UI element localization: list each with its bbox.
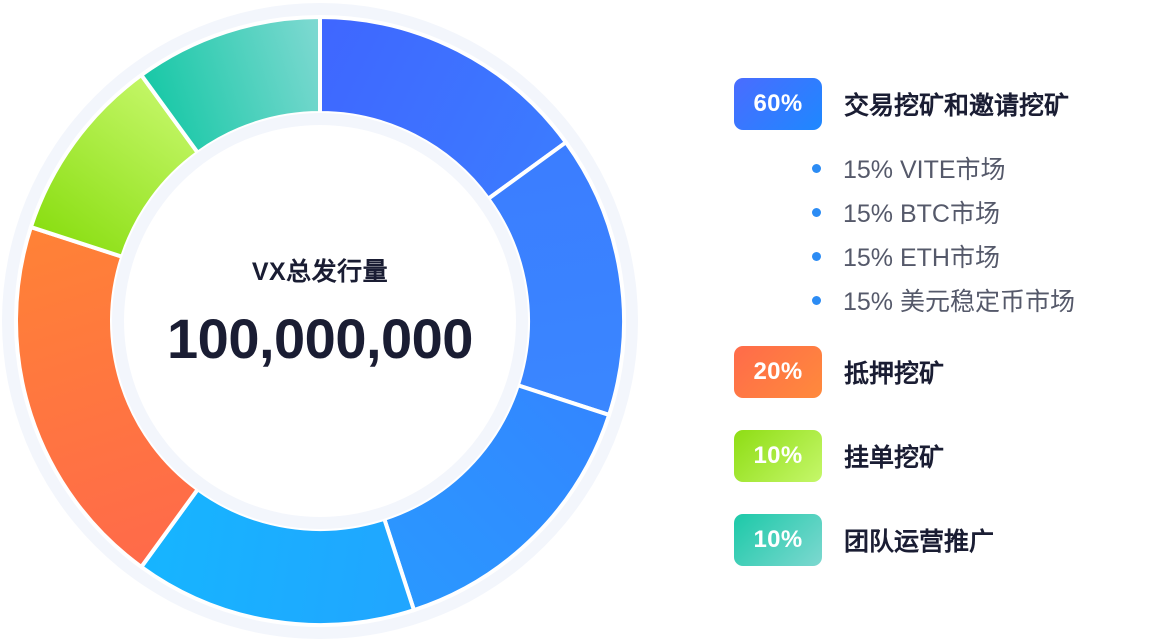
sublist-label-vite: 15% VITE市场 (843, 150, 1006, 186)
sublist-item-usd: 15% 美元稳定币市场 (812, 278, 1075, 322)
sublist-label-usd: 15% 美元稳定币市场 (843, 282, 1075, 318)
sublist-item-btc: 15% BTC市场 (812, 190, 1075, 234)
legend: 60% 交易挖矿和邀请挖矿 15% VITE市场 15% BTC市场 15% E… (734, 78, 1154, 578)
legend-item-team-promotion: 10% 团队运营推广 (734, 514, 994, 566)
legend-label-order-mining: 挂单挖矿 (844, 438, 944, 474)
sublist-label-eth: 15% ETH市场 (843, 238, 1000, 274)
sublist-item-vite: 15% VITE市场 (812, 146, 1075, 190)
donut-chart: VX总发行量 100,000,000 (0, 0, 640, 642)
legend-label-staking-mining: 抵押挖矿 (844, 354, 944, 390)
center-title: VX总发行量 (160, 252, 480, 288)
legend-label-team-promotion: 团队运营推广 (844, 522, 994, 558)
bullet-icon (812, 296, 821, 305)
legend-item-trading-mining: 60% 交易挖矿和邀请挖矿 (734, 78, 1069, 130)
legend-badge-staking-mining: 20% (734, 346, 822, 398)
center-total-value: 100,000,000 (160, 306, 480, 371)
bullet-icon (812, 164, 821, 173)
legend-label-trading-mining: 交易挖矿和邀请挖矿 (844, 86, 1069, 122)
sublist-label-btc: 15% BTC市场 (843, 194, 1000, 230)
legend-item-staking-mining: 20% 抵押挖矿 (734, 346, 944, 398)
bullet-icon (812, 208, 821, 217)
bullet-icon (812, 252, 821, 261)
legend-sublist: 15% VITE市场 15% BTC市场 15% ETH市场 15% 美元稳定币… (812, 146, 1075, 322)
sublist-item-eth: 15% ETH市场 (812, 234, 1075, 278)
legend-badge-team-promotion: 10% (734, 514, 822, 566)
legend-item-order-mining: 10% 挂单挖矿 (734, 430, 944, 482)
legend-badge-trading-mining: 60% (734, 78, 822, 130)
legend-badge-order-mining: 10% (734, 430, 822, 482)
